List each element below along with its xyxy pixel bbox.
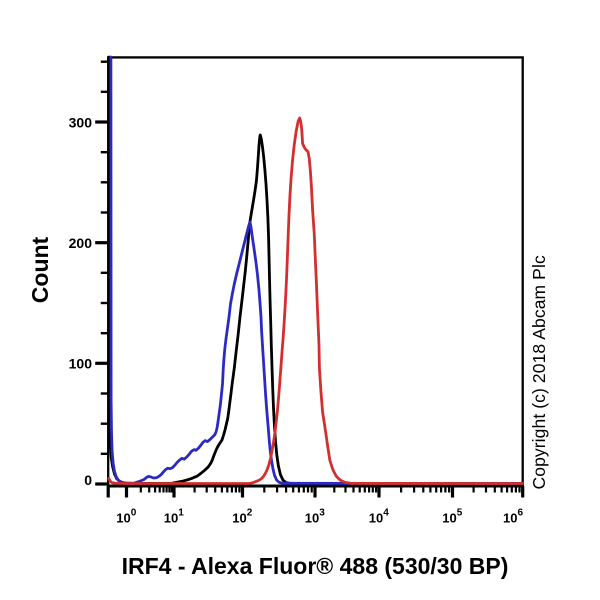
svg-text:IRF4 - Alexa Fluor® 488 (530/3: IRF4 - Alexa Fluor® 488 (530/30 BP): [122, 553, 509, 579]
svg-text:100: 100: [69, 356, 93, 372]
svg-text:300: 300: [69, 114, 93, 130]
svg-text:Copyright (c) 2018 Abcam Plc: Copyright (c) 2018 Abcam Plc: [529, 255, 549, 489]
svg-text:Count: Count: [27, 236, 53, 303]
svg-text:0: 0: [84, 472, 92, 488]
svg-text:200: 200: [69, 235, 93, 251]
